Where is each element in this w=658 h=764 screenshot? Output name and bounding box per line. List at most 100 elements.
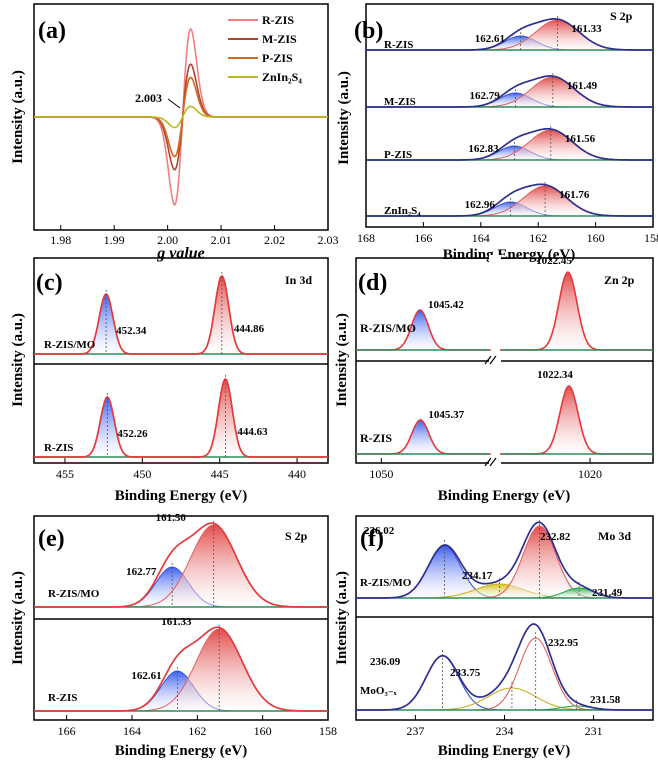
panel-f-xlabel: Binding Energy (eV) [438,743,571,759]
envelope-curve [366,183,653,217]
panel-a-curves [34,27,328,206]
panel-d-break-marks [484,355,497,467]
panel-b-frame [365,3,654,228]
sample-label: R-ZIS [48,692,77,704]
panel-a-annotation-arrow [167,98,181,109]
component-peak-1-b [34,378,328,458]
panel-e: (e) S 2p R-ZIS/MO 162.77 161.50 R-ZIS 162.61… [10,512,337,759]
x-tick-label: 162 [529,231,547,245]
x-tick-label: 164 [472,231,490,245]
envelope-curve [34,626,328,712]
sample-label: R-ZIS/MO [360,321,416,335]
legend-label: P-ZIS [262,51,293,65]
peak-value-label: 1022.34 [537,369,573,381]
panel-b-xlabel: Binding Energy (eV) [443,247,576,263]
legend-label: R-ZIS [262,13,294,27]
panel-c-label: (c) [36,270,63,296]
peak-value-label: 161.33 [161,616,192,628]
panel-a-annotation: 2.003 [135,91,162,105]
sample-label: R-ZIS [44,442,73,454]
panel-b-title: S 2p [610,9,633,23]
x-tick-label: 162 [188,724,206,738]
panel-f-ylabel: Intensity (a.u.) [334,571,350,665]
envelope-curve [34,377,328,458]
panel-a-legend: R-ZIS M-ZIS P-ZIS ZnIn₂S₄ [228,13,302,84]
peak-value-label: 233.75 [450,667,481,679]
peak-value-label: 236.02 [364,525,395,537]
panel-b-xticks: 168 166 164 162 160 158 [357,222,658,245]
zn-2p3-peak [500,385,653,455]
peak-value-label: 231.58 [590,694,621,706]
envelope-curve [34,274,328,355]
panel-d: (d) Zn 2p R-ZIS/MO 1045.42 1022.45 R-ZIS 104… [334,255,654,504]
peak-value-label: 161.76 [559,189,590,201]
peak-value-label: 234.17 [462,570,493,582]
legend-label: M-ZIS [262,32,297,46]
panel-d-label: (d) [358,270,387,296]
panel-f-xticks: 237 234 231 [406,715,603,738]
panel-e-xlabel: Binding Energy (eV) [115,743,248,759]
panel-e-title: S 2p [285,529,308,543]
panel-b-ylabel: Intensity (a.u.) [336,71,352,165]
panel-b-plot: R-ZIS 162.61 161.33 M-ZIS 162.79 161.49 P-ZIS 1… [366,16,653,217]
peak-value-label: 162.79 [470,90,501,102]
panel-f-plot: R-ZIS/MO 236.02 234.17 232.82 231.49 MoO₃₋ₓ 23… [356,520,653,711]
x-tick-label: 455 [56,467,74,481]
panel-e-xticks: 166 164 162 160 158 [58,715,337,738]
peak-value-label: 162.61 [131,670,161,682]
peak-value-label: 161.56 [565,133,596,145]
component-peak-1-a [34,396,328,458]
panel-c-plot: R-ZIS/MO 452.34 444.86 R-ZIS 452.26 444.63 [34,272,328,458]
peak-value-label: 1045.42 [428,299,464,311]
sample-label: M-ZIS [384,96,416,108]
panel-c: (c) In 3d R-ZIS/MO 452.34 444.86 R-ZIS 452.2… [10,257,329,504]
panel-c-xticks: 455 450 445 440 [56,458,306,481]
x-tick-label: 168 [357,231,375,245]
panel-a-label: (a) [38,18,66,44]
peak-value-label: 162.61 [475,33,505,45]
envelope-curve [366,75,653,108]
sample-label: R-ZIS [360,431,392,445]
peak-value-label: 161.49 [567,80,598,92]
panel-e-ylabel: Intensity (a.u.) [10,571,26,665]
x-tick-label: 1050 [369,467,393,481]
panel-f-title: Mo 3d [598,529,631,543]
panel-c-title: In 3d [285,273,312,287]
x-tick-label: 440 [288,467,306,481]
peak-value-label: 444.86 [234,323,265,335]
peak-value-label: 452.34 [116,325,147,337]
panel-d-xticks: 1050 1020 [369,458,602,481]
x-tick-label: 2.00 [157,233,178,247]
x-tick-label: 2.01 [211,233,232,247]
envelope-curve [366,127,653,161]
peak-value-label: 162.83 [468,143,499,155]
sample-label: R-ZIS/MO [48,588,100,600]
x-tick-label: 166 [414,231,432,245]
panel-a-xlabel: g value [156,245,205,262]
panel-c-xlabel: Binding Energy (eV) [115,488,248,504]
x-tick-label: 237 [406,724,424,738]
x-tick-label: 158 [319,724,337,738]
x-tick-label: 445 [211,467,229,481]
panel-d-title: Zn 2p [604,273,635,287]
peak-value-label: 452.26 [117,428,148,440]
panel-f-label: (f) [360,526,384,552]
panel-d-xlabel: Binding Energy (eV) [438,488,571,504]
x-tick-label: 160 [254,724,272,738]
x-tick-label: 1020 [578,467,602,481]
peak-value-label: 161.50 [156,512,187,524]
x-tick-label: 164 [123,724,141,738]
peak-value-label: 232.82 [540,531,571,543]
peak-value-label: 1022.45 [536,255,572,267]
x-tick-label: 1.98 [50,233,71,247]
x-tick-label: 450 [133,467,151,481]
x-tick-label: 2.02 [264,233,285,247]
envelope-curve [356,623,653,711]
x-tick-label: 231 [585,724,603,738]
x-tick-label: 1.99 [104,233,125,247]
component-peak-1-b [34,628,328,712]
sample-label: R-ZIS/MO [360,577,412,589]
panel-a-xticks: 1.98 1.99 2.00 2.01 2.02 2.03 [50,225,339,247]
peak-value-label: 161.33 [571,23,602,35]
